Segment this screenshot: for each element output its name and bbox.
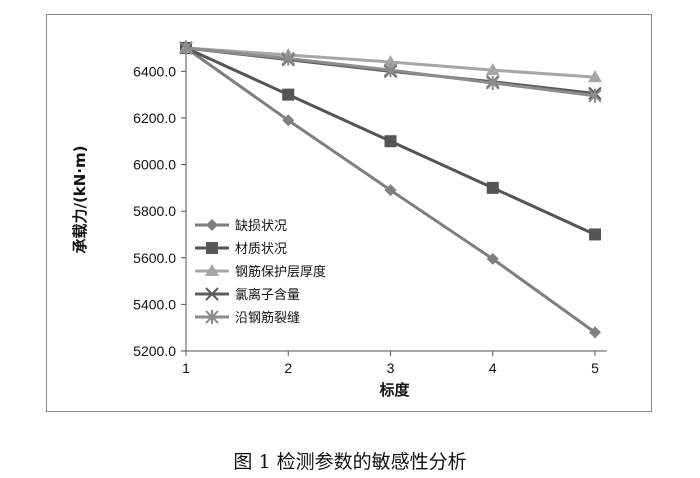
data-point	[384, 184, 397, 197]
legend-marker	[206, 242, 218, 254]
legend-label: 沿钢筋裂缝	[235, 310, 300, 326]
data-point	[383, 63, 398, 78]
y-tick-label: 5800.0	[133, 203, 176, 219]
data-point	[281, 51, 295, 66]
data-point	[486, 181, 499, 194]
y-tick-label: 5400.0	[133, 296, 176, 312]
data-point	[589, 228, 601, 241]
y-tick-label: 6400.0	[133, 63, 176, 79]
y-axis-title: 承载力/(kN·m)	[71, 145, 89, 253]
legend-label: 材质状况	[235, 242, 287, 257]
data-point	[384, 135, 397, 148]
legend-label: 氯离子含量	[235, 287, 300, 303]
data-point	[485, 63, 500, 76]
data-point	[588, 88, 602, 103]
x-tick-label: 1	[182, 360, 190, 376]
x-tick-label: 5	[591, 360, 599, 376]
data-point	[179, 41, 193, 55]
legend-label: 缺损状况	[235, 219, 287, 234]
figure-caption: 图 1 检测参数的敏感性分析	[233, 451, 467, 473]
line-chart: 5200.0 5400.0 5600.0 5800.0 6000.0 6200.0 6400…	[71, 40, 607, 399]
legend-marker	[206, 219, 218, 231]
y-tick-label: 5600.0	[133, 250, 176, 266]
y-tick-label: 5200.0	[133, 343, 176, 359]
legend-marker	[205, 264, 219, 276]
data-point	[588, 70, 602, 83]
data-point	[589, 326, 601, 339]
legend-marker	[205, 310, 219, 324]
data-point	[282, 88, 295, 101]
chart-frame: 5200.0 5400.0 5600.0 5800.0 6000.0 6200.0 6400…	[46, 14, 652, 412]
x-axis-title: 标度	[378, 381, 410, 399]
legend-marker	[205, 287, 219, 301]
data-point	[383, 54, 398, 67]
data-point	[282, 114, 295, 127]
x-tick-label: 3	[387, 360, 395, 376]
x-tick-label: 2	[284, 360, 292, 376]
data-point	[486, 75, 500, 90]
y-tick-label: 6000.0	[133, 157, 176, 173]
y-tick-label: 6200.0	[133, 110, 176, 126]
data-point	[486, 252, 499, 265]
x-tick-label: 4	[489, 360, 497, 376]
legend-label: 钢筋保护层厚度	[235, 264, 326, 280]
